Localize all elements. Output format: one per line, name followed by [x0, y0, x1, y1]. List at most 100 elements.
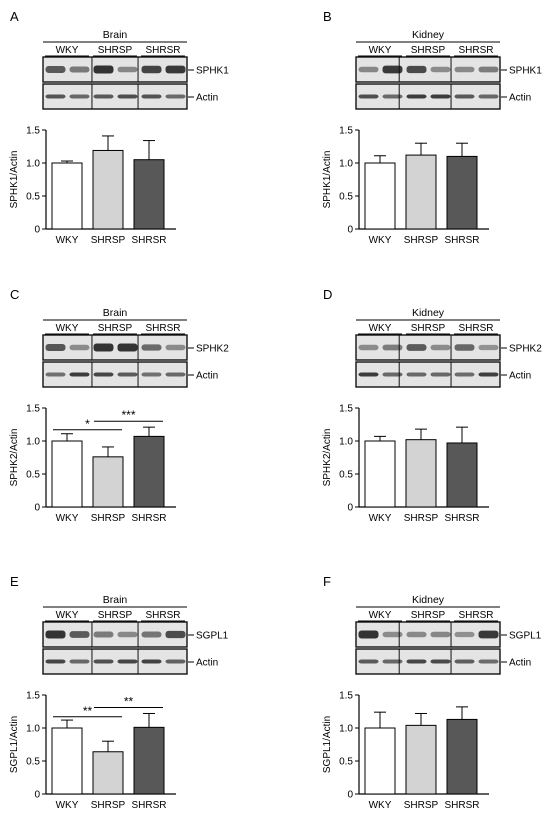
y-tick-label: 1.5 [339, 126, 353, 137]
blot-band [454, 66, 475, 73]
y-tick-label: 1.5 [26, 126, 40, 137]
lane-group-label: SHRSR [145, 610, 180, 621]
blot-band [358, 630, 379, 639]
loading-control-label: Actin [509, 93, 531, 104]
actin-blot [355, 361, 501, 388]
x-tick-label: WKY [56, 800, 79, 811]
bar-wky [364, 162, 396, 230]
blot-band [358, 94, 379, 99]
panel-b: B Kidney WKY SHRSP SHRSR SPHK1 Actin 0 0.5 1.0 1.5… [322, 9, 542, 246]
blot-band [93, 631, 114, 638]
blot-band [382, 372, 403, 377]
blot-band [141, 65, 162, 74]
lane-group-label: WKY [56, 45, 79, 56]
panel-d: D Kidney WKY SHRSP SHRSR SPHK2 Actin 0 0.5 1.0 1.5… [322, 287, 542, 524]
blot-band [45, 66, 66, 73]
tissue-label: Brain [103, 307, 128, 319]
x-tick-label: SHRSR [131, 800, 166, 811]
blot-band [141, 94, 162, 99]
y-tick-label: 1.0 [26, 437, 40, 448]
y-axis-label: SPHK1/Actin [9, 151, 20, 209]
y-tick-label: 0 [34, 503, 40, 514]
x-tick-label: SHRSP [91, 800, 126, 811]
lane-group-label: SHRSP [411, 45, 446, 56]
blot-band [93, 65, 114, 74]
y-tick-label: 0.5 [339, 757, 353, 768]
actin-blot [355, 648, 501, 675]
x-tick-label: WKY [56, 513, 79, 524]
x-tick-label: WKY [369, 800, 392, 811]
lane-group-label: SHRSR [145, 45, 180, 56]
protein-label: SPHK2 [509, 344, 542, 355]
x-tick-label: SHRSR [444, 513, 479, 524]
bar-wky [51, 162, 83, 230]
blot-band [165, 94, 186, 99]
bar-shrsp [92, 751, 124, 795]
bar-shrsr [446, 442, 478, 508]
y-tick-label: 0.5 [26, 470, 40, 481]
lane-group-label: WKY [56, 323, 79, 334]
lane-group-label: SHRSP [98, 45, 133, 56]
tissue-label: Brain [103, 29, 128, 41]
bar-shrsp [405, 154, 437, 230]
blot-band [382, 65, 403, 74]
blot-band [478, 66, 499, 73]
loading-control-label: Actin [509, 658, 531, 669]
y-axis-label: SGPL1/Actin [9, 716, 20, 773]
tissue-label: Kidney [412, 307, 445, 319]
blot-band [141, 344, 162, 351]
panel-letter: B [323, 9, 332, 24]
y-axis-label: SPHK2/Actin [9, 429, 20, 487]
y-tick-label: 0.5 [26, 192, 40, 203]
x-tick-label: SHRSR [444, 235, 479, 246]
blot-band [358, 66, 379, 73]
x-tick-label: SHRSR [444, 800, 479, 811]
tissue-label: Kidney [412, 594, 445, 606]
blot-band [45, 94, 66, 99]
y-tick-label: 1.0 [339, 724, 353, 735]
panel-letter: A [10, 9, 19, 24]
blot-band [382, 94, 403, 99]
blot-band [93, 659, 114, 664]
lane-group-label: WKY [369, 610, 392, 621]
lane-group-label: WKY [56, 610, 79, 621]
x-tick-label: SHRSP [404, 800, 439, 811]
lane-group-label: SHRSP [98, 610, 133, 621]
y-tick-label: 1.0 [26, 159, 40, 170]
blot-band [406, 659, 427, 664]
blot-band [454, 659, 475, 664]
blot-band [165, 630, 186, 639]
protein-blot [42, 334, 188, 361]
lane-group-label: SHRSR [458, 323, 493, 334]
blot-band [478, 630, 499, 639]
blot-band [406, 372, 427, 377]
blot-band [358, 372, 379, 377]
blot-band [382, 631, 403, 638]
protein-label: SGPL1 [509, 631, 542, 642]
y-axis-label: SGPL1/Actin [322, 716, 333, 773]
significance-stars: ** [124, 695, 134, 709]
y-tick-label: 0 [34, 790, 40, 801]
panel-a: A Brain WKY SHRSP SHRSR SPHK1 Actin 0 0.5 1.0 1.5 S… [9, 9, 229, 246]
y-tick-label: 1.5 [339, 691, 353, 702]
y-tick-label: 1.5 [26, 404, 40, 415]
blot-band [141, 631, 162, 638]
blot-band [69, 659, 90, 664]
x-tick-label: SHRSP [404, 513, 439, 524]
y-tick-label: 0.5 [339, 192, 353, 203]
panel-f: F Kidney WKY SHRSP SHRSR SGPL1 Actin 0 0.5 1.0 1.5… [322, 574, 542, 811]
lane-group-label: SHRSR [458, 610, 493, 621]
loading-control-label: Actin [196, 93, 218, 104]
blot-band [141, 659, 162, 664]
bar-shrsr [446, 718, 478, 795]
lane-group-label: SHRSR [145, 323, 180, 334]
x-tick-label: SHRSP [91, 235, 126, 246]
blot-band [45, 659, 66, 664]
y-tick-label: 1.0 [26, 724, 40, 735]
protein-blot [42, 621, 188, 648]
lane-group-label: WKY [369, 45, 392, 56]
bar-shrsp [405, 724, 437, 795]
x-tick-label: SHRSP [91, 513, 126, 524]
lane-group-label: SHRSP [98, 323, 133, 334]
panel-letter: C [10, 287, 19, 302]
